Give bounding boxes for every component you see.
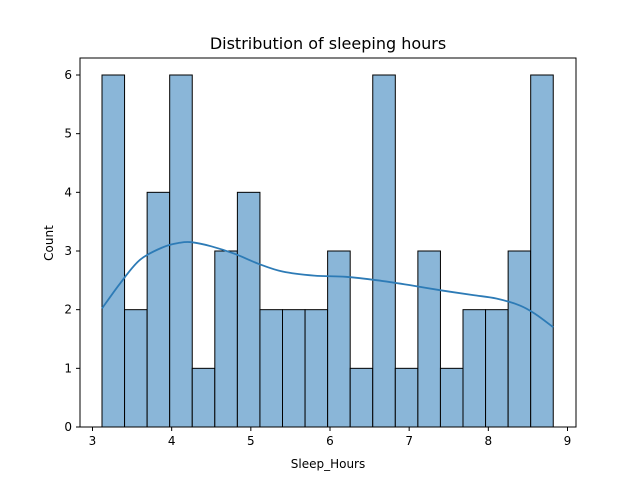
histogram-bar-9: [282, 309, 306, 428]
y-tick-label-5: 5: [64, 127, 72, 141]
histogram-bar-5: [191, 367, 216, 428]
histogram-bar-12: [349, 367, 374, 428]
histogram-bar-13: [372, 74, 396, 428]
x-tick-label-7: 7: [405, 434, 413, 448]
x-tick-label-9: 9: [564, 434, 572, 448]
histogram-bar-18: [485, 309, 509, 428]
y-tick-label-3: 3: [64, 244, 72, 258]
x-tick-label-6: 6: [326, 434, 334, 448]
kde-line: [101, 241, 554, 328]
histogram-bar-16: [439, 367, 464, 428]
histogram-bar-15: [417, 250, 441, 428]
histogram-bar-7: [236, 191, 261, 428]
y-tick-label-2: 2: [64, 303, 72, 317]
y-tick-label-6: 6: [64, 68, 72, 82]
chart-title: Distribution of sleeping hours: [210, 34, 446, 53]
histogram-bar-8: [259, 309, 284, 428]
histogram-bar-10: [304, 309, 329, 428]
histogram-bar-19: [507, 250, 532, 428]
histogram-bar-4: [169, 74, 193, 428]
histogram-bar-1: [101, 74, 126, 428]
histogram-bar-3: [146, 191, 171, 428]
y-tick-label-1: 1: [64, 361, 72, 375]
y-tick-label-0: 0: [64, 420, 72, 434]
x-tick-label-4: 4: [168, 434, 176, 448]
histogram-bar-14: [394, 367, 419, 428]
x-tick-label-5: 5: [247, 434, 255, 448]
x-tick-label-8: 8: [485, 434, 493, 448]
x-axis-label: Sleep_Hours: [291, 457, 366, 471]
y-axis-label: Count: [42, 225, 56, 261]
bars-layer: [101, 74, 554, 428]
axes-layer: 3 4 5 6 7 8 9 0 1 2 3 4 5 6: [64, 57, 577, 448]
y-tick-label-4: 4: [64, 185, 72, 199]
plot-frame: [79, 57, 577, 428]
histogram-bar-17: [462, 309, 487, 428]
x-tick-label-3: 3: [89, 434, 97, 448]
histogram-bar-20: [530, 74, 554, 428]
histogram-bar-6: [214, 250, 238, 428]
histogram-bar-2: [124, 309, 148, 428]
